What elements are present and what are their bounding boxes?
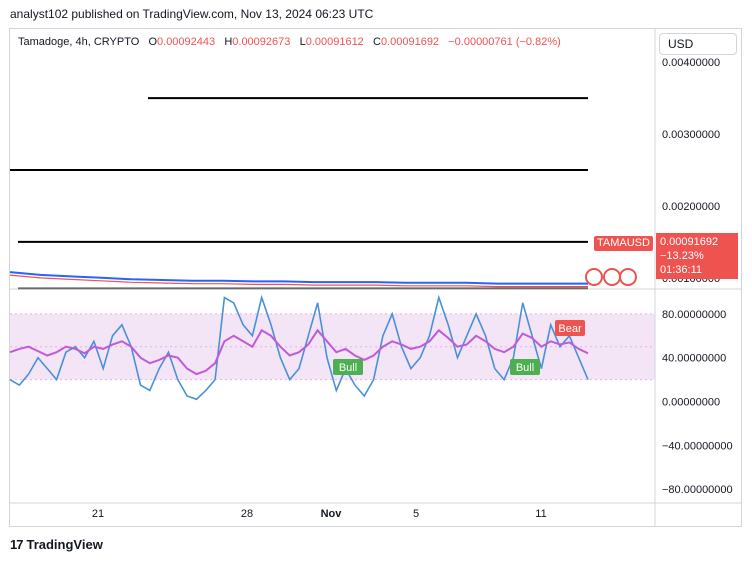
countdown: 01:36:11: [660, 264, 703, 276]
change-value: −0.00000761 (−0.82%): [448, 36, 561, 48]
low-value: 0.00091612: [305, 36, 364, 48]
brand-name: TradingView: [26, 537, 103, 552]
open-label: O: [148, 36, 158, 48]
ticker-badge: TAMAUSD: [594, 236, 653, 251]
currency-selector[interactable]: USD: [659, 33, 737, 55]
ohlc-legend: Tamadoge, 4h, CRYPTO O0.00092443 H0.0009…: [18, 36, 561, 48]
low-label: L: [299, 36, 306, 48]
close-value: 0.00091692: [380, 36, 440, 48]
last-price: 0.00091692: [660, 236, 719, 248]
footer-brand[interactable]: 17 TradingView: [10, 537, 103, 552]
high-value: 0.00092673: [232, 36, 291, 48]
close-label: C: [372, 36, 381, 48]
tradingview-logo-icon: 17: [10, 537, 24, 552]
symbol-label[interactable]: Tamadoge, 4h, CRYPTO: [18, 36, 140, 48]
change-percent: −13.23%: [660, 250, 704, 262]
high-label: H: [224, 36, 233, 48]
publisher-line: analyst102 published on TradingView.com,…: [10, 7, 374, 21]
chart-frame: [9, 28, 742, 527]
open-value: 0.00092443: [157, 36, 216, 48]
last-price-tag: 0.00091692 −13.23% 01:36:11: [656, 233, 738, 279]
